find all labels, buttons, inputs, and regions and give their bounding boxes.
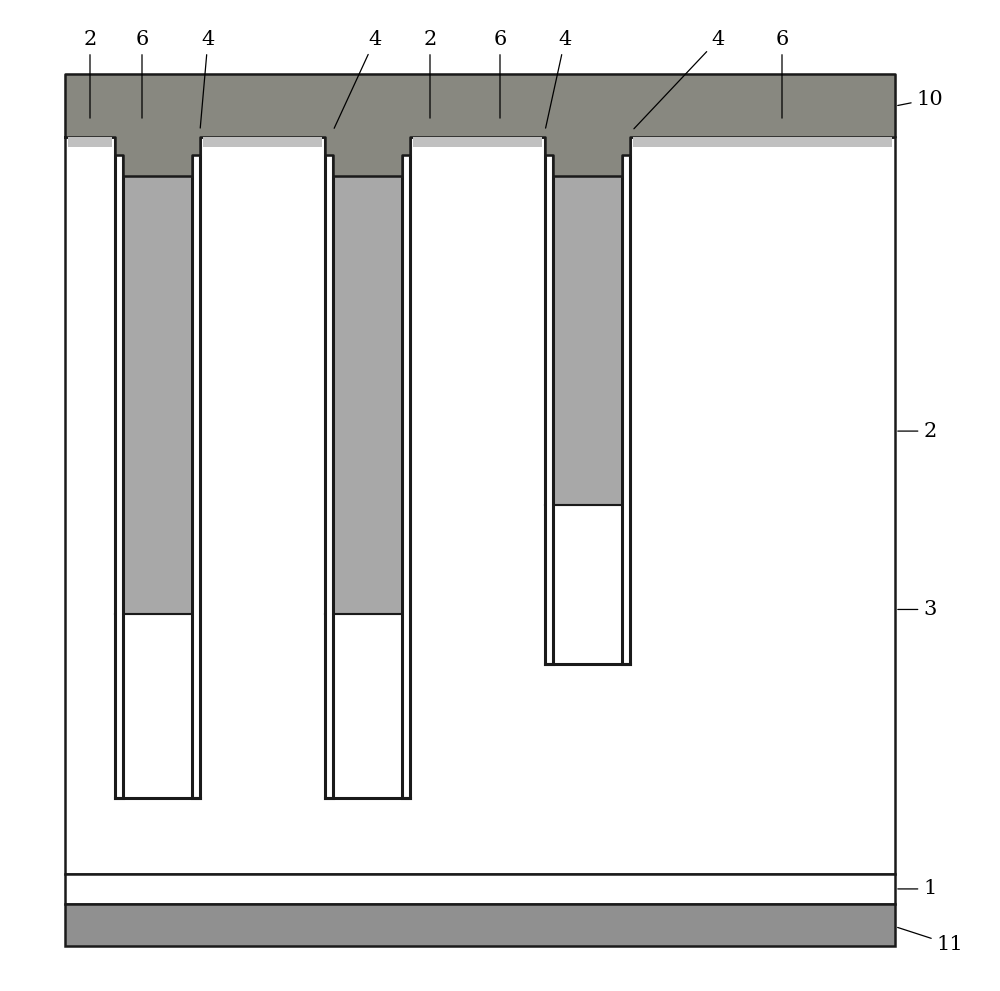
- Bar: [115, 137, 200, 798]
- Bar: [325, 137, 333, 798]
- Text: 6: 6: [775, 30, 789, 118]
- Bar: [402, 137, 410, 798]
- Text: 3: 3: [898, 600, 937, 619]
- Bar: [622, 137, 630, 664]
- Bar: [413, 137, 542, 147]
- Bar: [203, 137, 322, 147]
- Text: 2: 2: [83, 30, 97, 118]
- Bar: [633, 137, 892, 147]
- Bar: [545, 137, 630, 664]
- Bar: [325, 159, 410, 614]
- Bar: [545, 137, 553, 664]
- Bar: [65, 874, 895, 904]
- Bar: [545, 159, 630, 505]
- Text: 1: 1: [898, 879, 937, 899]
- Text: 4: 4: [634, 30, 725, 129]
- Text: 4: 4: [334, 30, 382, 128]
- Text: 4: 4: [546, 30, 572, 128]
- Bar: [68, 137, 112, 147]
- Text: 11: 11: [898, 928, 963, 954]
- Text: 10: 10: [898, 89, 943, 109]
- Bar: [325, 137, 410, 798]
- Text: 6: 6: [493, 30, 507, 118]
- Bar: [65, 904, 895, 946]
- Bar: [192, 137, 200, 798]
- Bar: [115, 159, 200, 614]
- Polygon shape: [65, 74, 895, 176]
- Text: 2: 2: [898, 421, 937, 441]
- Bar: [65, 137, 895, 874]
- Bar: [115, 137, 123, 798]
- Text: 4: 4: [200, 30, 215, 128]
- Text: 2: 2: [423, 30, 437, 118]
- Text: 6: 6: [135, 30, 149, 118]
